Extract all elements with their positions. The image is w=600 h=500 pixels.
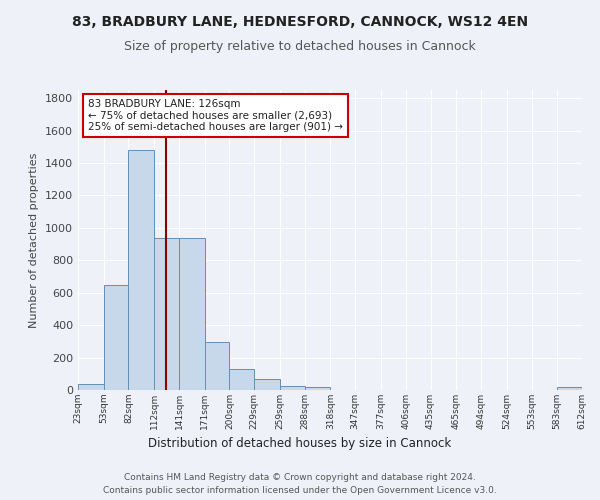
- Text: Contains HM Land Registry data © Crown copyright and database right 2024.: Contains HM Land Registry data © Crown c…: [124, 472, 476, 482]
- Bar: [305, 387, 331, 390]
- Bar: [104, 284, 128, 390]
- Bar: [154, 238, 179, 390]
- Text: 83, BRADBURY LANE, HEDNESFORD, CANNOCK, WS12 4EN: 83, BRADBURY LANE, HEDNESFORD, CANNOCK, …: [72, 15, 528, 29]
- Text: Contains public sector information licensed under the Open Government Licence v3: Contains public sector information licen…: [103, 486, 497, 495]
- Bar: [205, 342, 229, 390]
- Bar: [557, 387, 582, 390]
- Y-axis label: Number of detached properties: Number of detached properties: [29, 152, 40, 328]
- Bar: [229, 369, 254, 390]
- Bar: [254, 379, 280, 390]
- Text: Size of property relative to detached houses in Cannock: Size of property relative to detached ho…: [124, 40, 476, 53]
- Text: 83 BRADBURY LANE: 126sqm
← 75% of detached houses are smaller (2,693)
25% of sem: 83 BRADBURY LANE: 126sqm ← 75% of detach…: [88, 99, 343, 132]
- Bar: [179, 238, 205, 390]
- Bar: [78, 384, 104, 390]
- Text: Distribution of detached houses by size in Cannock: Distribution of detached houses by size …: [148, 438, 452, 450]
- Bar: [280, 386, 305, 390]
- Bar: [128, 150, 154, 390]
